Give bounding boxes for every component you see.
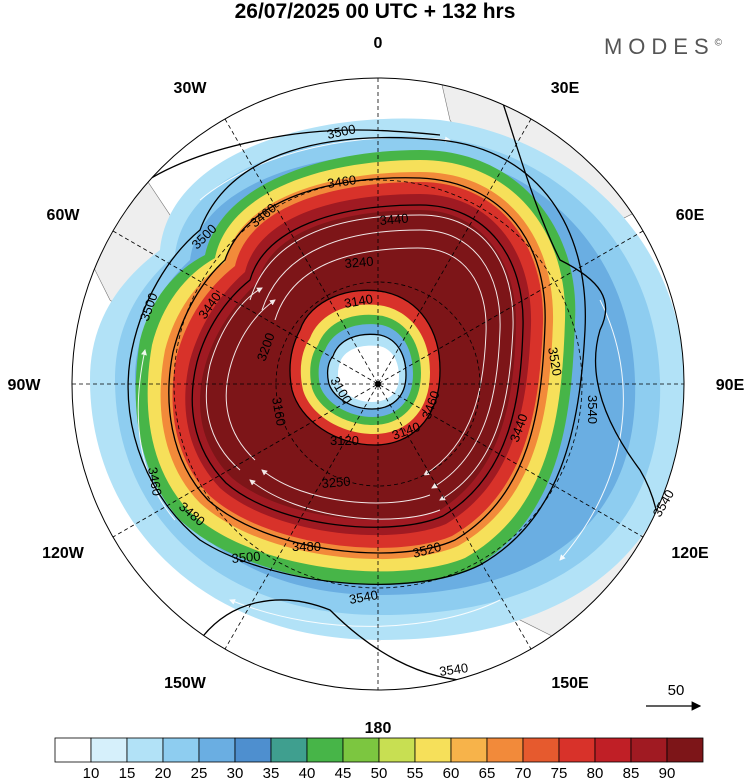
lon-label-120w: 120W bbox=[42, 545, 85, 562]
wind-streamlines bbox=[137, 136, 624, 627]
graticule bbox=[72, 78, 684, 690]
lon-label-30w: 30W bbox=[174, 80, 208, 97]
colorbar-swatch bbox=[234, 737, 272, 763]
contour-label: 3460 bbox=[326, 172, 357, 191]
colorbar-tick-label: 10 bbox=[83, 765, 100, 782]
colorbar-swatch bbox=[558, 737, 596, 763]
map-field bbox=[72, 78, 684, 690]
colorbar-tick-label: 45 bbox=[335, 765, 352, 782]
contour-label: 3520 bbox=[411, 539, 443, 561]
lon-label-30e: 30E bbox=[551, 80, 580, 97]
colorbar-swatch bbox=[270, 737, 308, 763]
lon-label-90e: 90E bbox=[716, 377, 745, 394]
colorbar-tick-label: 35 bbox=[263, 765, 280, 782]
contour-label: 3480 bbox=[292, 539, 321, 554]
contour-label: 3540 bbox=[438, 660, 469, 679]
colorbar-tick-label: 65 bbox=[479, 765, 496, 782]
colorbar-swatch bbox=[486, 737, 524, 763]
map-border bbox=[71, 77, 685, 691]
contour-label: 3500 bbox=[326, 121, 357, 142]
colorbar-tick-label: 55 bbox=[407, 765, 424, 782]
contour-label: 3520 bbox=[545, 346, 565, 377]
colorbar-tick-label: 60 bbox=[443, 765, 460, 782]
colorbar-tick-label: 70 bbox=[515, 765, 532, 782]
colorbar-tick-label: 85 bbox=[623, 765, 640, 782]
lon-label-0: 0 bbox=[374, 35, 383, 52]
colorbar-tick-label: 75 bbox=[551, 765, 568, 782]
colorbar-swatch bbox=[666, 737, 704, 763]
pole-dot bbox=[375, 381, 381, 387]
contour-label: 3500 bbox=[231, 549, 261, 566]
colorbar-tick-label: 15 bbox=[119, 765, 136, 782]
map-title: 26/07/2025 00 UTC + 132 hrs bbox=[234, 0, 516, 23]
colorbar-swatch bbox=[162, 737, 200, 763]
brand-logo: MODES© bbox=[604, 34, 722, 60]
contour-label: 3240 bbox=[344, 254, 374, 271]
colorbar: 10 15 20 25 30 35 40 45 50 55 60 65 70 75 80 85 90 bbox=[54, 737, 704, 782]
lon-label-60w: 60W bbox=[47, 207, 81, 224]
brand-mark: © bbox=[714, 37, 722, 49]
colorbar-swatch bbox=[342, 737, 380, 763]
contour-label: 3540 bbox=[348, 587, 379, 607]
lon-label-180: 180 bbox=[365, 720, 392, 737]
colorbar-swatch bbox=[90, 737, 128, 763]
colorbar-swatch bbox=[450, 737, 488, 763]
contour-label: 3460 bbox=[145, 466, 165, 497]
colorbar-swatch bbox=[414, 737, 452, 763]
lon-label-120e: 120E bbox=[671, 545, 709, 562]
colorbar-swatch bbox=[378, 737, 416, 763]
colorbar-tick-label: 40 bbox=[299, 765, 316, 782]
contour-label: 3440 bbox=[379, 211, 409, 228]
colorbar-swatch bbox=[594, 737, 632, 763]
lon-label-150w: 150W bbox=[164, 675, 207, 692]
longitude-labels: 0 30E 60E 90E 120E 150E 180 150W 120W 90… bbox=[8, 35, 745, 737]
lon-label-60e: 60E bbox=[676, 207, 705, 224]
contour-label: 3160 bbox=[269, 396, 289, 427]
colorbar-swatch bbox=[126, 737, 164, 763]
colorbar-tick-label: 20 bbox=[155, 765, 172, 782]
brand-text: MODES bbox=[603, 34, 715, 59]
colorbar-tick-label: 25 bbox=[191, 765, 208, 782]
colorbar-swatch bbox=[630, 737, 668, 763]
wind-speed-bands bbox=[90, 118, 684, 640]
contour-label: 3250 bbox=[321, 474, 351, 491]
wind-scale-label: 50 bbox=[668, 682, 685, 699]
contour-label: 3140 bbox=[343, 291, 374, 311]
lon-label-90w: 90W bbox=[8, 377, 42, 394]
colorbar-tick-label: 30 bbox=[227, 765, 244, 782]
colorbar-tick-label: 50 bbox=[371, 765, 388, 782]
colorbar-swatch bbox=[522, 737, 560, 763]
colorbar-swatch bbox=[306, 737, 344, 763]
lon-label-150e: 150E bbox=[551, 675, 589, 692]
contour-label: 3540 bbox=[585, 395, 600, 424]
colorbar-swatch bbox=[198, 737, 236, 763]
colorbar-tick-label: 90 bbox=[659, 765, 676, 782]
contour-label: 3120 bbox=[330, 433, 359, 448]
colorbar-tick-label: 80 bbox=[587, 765, 604, 782]
wind-scale: 50 bbox=[646, 682, 702, 711]
colorbar-swatch bbox=[54, 737, 92, 763]
